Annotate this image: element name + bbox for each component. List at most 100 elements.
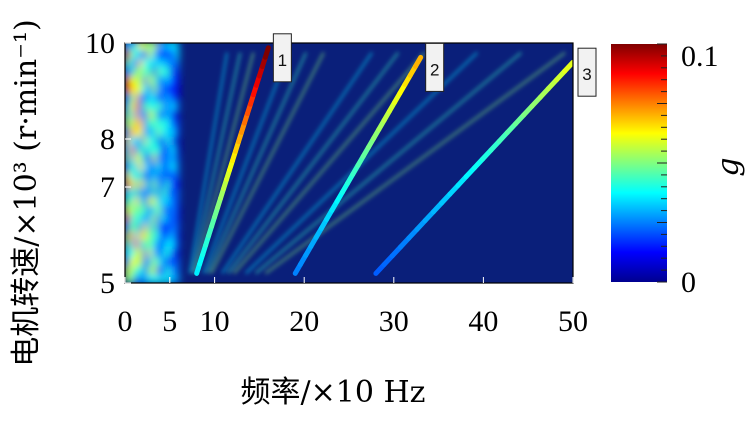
x-axis-title: 频率/×10 Hz: [241, 375, 426, 410]
band-cell: [156, 144, 162, 154]
band-cell: [169, 92, 175, 103]
band-cell: [174, 153, 180, 163]
band-cell: [125, 265, 130, 275]
colorbar-min-label: 0: [681, 266, 696, 299]
y-axis-ticks: 5 7 8 10: [85, 27, 131, 300]
band-cell: [147, 257, 153, 267]
band-cell: [138, 67, 144, 77]
band-cell: [133, 274, 139, 283]
band-cell: [147, 101, 153, 111]
band-cell: [133, 136, 139, 146]
band-cell: [151, 162, 157, 172]
band-cell: [165, 187, 171, 198]
band-cell: [151, 92, 157, 103]
band-cell: [151, 136, 157, 146]
band-cell: [125, 92, 130, 103]
band-cell: [169, 136, 175, 146]
band-cell: [151, 75, 157, 85]
band-cell: [174, 274, 180, 283]
faint-harmonic-line: [191, 52, 242, 274]
order-line-segment-2: [412, 54, 424, 69]
band-cell: [156, 101, 162, 111]
band-cell: [151, 179, 157, 189]
y-axis-title: 电机转速/×10³ (r·min⁻¹): [9, 19, 44, 367]
band-cell: [138, 239, 144, 249]
band-cell: [169, 231, 175, 241]
band-cell: [142, 196, 148, 206]
band-cell: [156, 170, 162, 180]
band-cell: [142, 239, 148, 249]
band-cell: [156, 239, 162, 249]
band-cell: [160, 265, 166, 275]
y-tick-label: 5: [100, 267, 115, 300]
band-cell: [156, 222, 162, 232]
band-cell: [142, 257, 148, 267]
band-cell: [160, 84, 166, 94]
band-cell: [151, 239, 157, 249]
band-cell: [133, 170, 139, 180]
band-cell: [133, 205, 139, 215]
band-cell: [160, 101, 166, 111]
order-marker-box-1: [272, 33, 292, 83]
order-marker-box-2: [425, 42, 445, 92]
colorbar-ticks: [657, 43, 667, 283]
band-cell: [169, 239, 175, 249]
band-cell: [174, 265, 180, 275]
band-cell: [151, 205, 157, 215]
band-cell: [174, 239, 180, 249]
band-cell: [142, 67, 148, 77]
band-cell: [165, 118, 171, 128]
band-cell: [147, 248, 153, 258]
band-cell: [138, 170, 144, 180]
band-cell: [129, 101, 135, 111]
band-cell: [138, 274, 144, 283]
band-cell: [169, 257, 175, 267]
band-cell: [169, 153, 175, 163]
band-cell: [169, 58, 175, 68]
band-cell: [169, 170, 175, 180]
band-cell: [174, 213, 180, 224]
band-cell: [147, 274, 153, 283]
band-cell: [151, 187, 157, 198]
band-cell: [133, 58, 139, 68]
band-cell: [133, 162, 139, 172]
band-cell: [156, 110, 162, 120]
band-cell: [125, 205, 130, 215]
band-cell: [169, 248, 175, 258]
band-cell: [142, 118, 148, 128]
band-cell: [142, 127, 148, 137]
band-cell: [133, 231, 139, 241]
band-cell: [142, 110, 148, 120]
order-marker-label: 1: [278, 51, 287, 70]
band-cell: [165, 153, 171, 163]
band-cell: [174, 84, 180, 94]
band-cell: [138, 101, 144, 111]
band-cell: [151, 101, 157, 111]
band-cell: [125, 118, 130, 128]
band-cell: [147, 162, 153, 172]
band-cell: [138, 153, 144, 163]
band-cell: [129, 248, 135, 258]
band-cell: [156, 136, 162, 146]
band-cell: [133, 101, 139, 111]
band-cell: [174, 49, 180, 59]
band-cell: [160, 179, 166, 189]
band-cell: [160, 43, 166, 51]
band-cell: [169, 274, 175, 283]
band-cell: [138, 127, 144, 137]
band-cell: [133, 144, 139, 154]
band-cell: [129, 67, 135, 77]
band-cell: [156, 49, 162, 59]
band-cell: [160, 162, 166, 172]
faint-harmonic-line: [188, 52, 229, 274]
band-cell: [133, 75, 139, 85]
band-cell: [142, 248, 148, 258]
band-cell: [129, 179, 135, 189]
band-cell: [138, 92, 144, 103]
band-cell: [142, 75, 148, 85]
band-cell: [129, 231, 135, 241]
band-cell: [129, 136, 135, 146]
band-cell: [174, 196, 180, 206]
faint-harmonic-line: [194, 52, 255, 274]
band-cell: [138, 144, 144, 154]
